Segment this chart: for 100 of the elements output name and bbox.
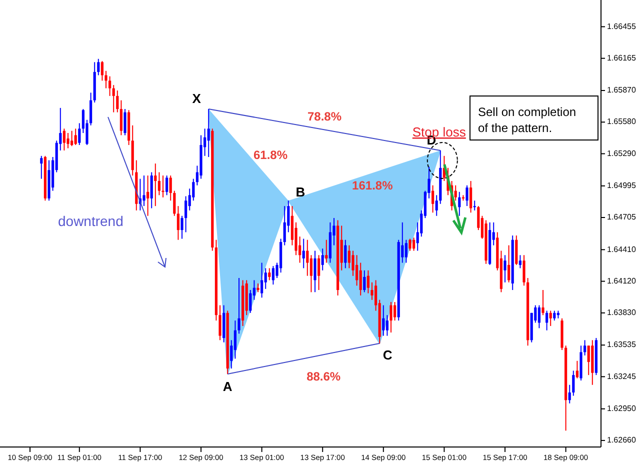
candlestick	[283, 206, 286, 246]
candlestick	[62, 128, 66, 151]
candlestick	[158, 172, 160, 196]
candlestick	[104, 70, 108, 89]
candlestick	[363, 270, 366, 293]
candlestick	[458, 191, 461, 216]
candlestick	[260, 262, 264, 298]
candlestick	[546, 310, 548, 331]
y-tick-label: 1.65290	[607, 148, 636, 158]
candlestick	[344, 239, 347, 269]
candlestick	[166, 175, 168, 196]
annotation: 161.8%	[352, 178, 394, 193]
candlestick	[218, 304, 222, 341]
candlestick	[180, 215, 184, 240]
candlestick	[542, 290, 544, 316]
candlestick	[553, 310, 556, 322]
candlestick	[318, 254, 320, 291]
y-tick-label: 1.64995	[607, 180, 636, 190]
candlestick	[408, 238, 412, 252]
candlestick	[124, 108, 126, 136]
y-tick-label: 1.65870	[607, 86, 636, 95]
annotation: 78.8%	[307, 110, 342, 124]
candlestick	[66, 132, 70, 149]
candlestick	[238, 278, 240, 334]
candlestick	[549, 310, 552, 326]
candlestick	[173, 190, 176, 216]
candlestick	[348, 244, 350, 269]
candlestick	[272, 266, 274, 286]
annotation: C	[382, 347, 393, 362]
candlestick	[394, 302, 396, 322]
candlestick	[150, 172, 153, 209]
y-tick-label: 1.66455	[607, 22, 636, 31]
annotation: A	[222, 378, 233, 394]
candlestick	[314, 250, 316, 293]
candlestick	[470, 180, 472, 214]
y-tick-label: 1.64120	[607, 276, 636, 286]
candlestick	[302, 238, 305, 269]
candlestick	[264, 268, 267, 290]
y-tick-label: 1.63535	[607, 340, 636, 350]
candlestick	[310, 254, 312, 293]
candlestick	[207, 108, 210, 158]
y-tick-label: 1.62660	[607, 436, 636, 445]
annotation: 88.6%	[306, 370, 341, 384]
candlestick	[518, 254, 522, 269]
candlestick	[97, 58, 100, 76]
candlestick	[584, 340, 586, 356]
candlestick	[74, 128, 77, 146]
candlestick	[154, 163, 157, 207]
candlestick	[522, 254, 526, 286]
candlestick	[504, 254, 506, 283]
y-tick-label: 1.62950	[607, 404, 636, 413]
y-tick-label: 1.63830	[607, 308, 636, 318]
candlestick	[576, 360, 578, 379]
y-tick-label: 1.66165	[607, 53, 636, 62]
candlestick	[366, 270, 370, 294]
candlestick	[176, 206, 180, 240]
candlestick	[386, 314, 388, 336]
annotation: downtrend	[58, 213, 124, 229]
candlestick	[435, 194, 438, 216]
candlestick	[108, 76, 112, 96]
candlestick	[162, 175, 164, 198]
candlestick	[90, 92, 92, 126]
candlestick	[234, 320, 236, 360]
candlestick	[169, 175, 172, 202]
candlestick	[184, 196, 188, 233]
candlestick	[249, 290, 252, 314]
candlestick	[572, 370, 575, 396]
candlestick	[100, 60, 104, 82]
candlestick	[538, 304, 540, 329]
candlestick	[146, 175, 150, 216]
candlestick	[432, 184, 434, 214]
candlestick	[356, 254, 358, 286]
annotation: B	[296, 184, 306, 200]
candlestick	[112, 84, 115, 113]
candlestick	[306, 239, 309, 276]
annotation: 61.8%	[253, 148, 288, 162]
candlestick	[568, 384, 571, 404]
candlestick	[116, 90, 119, 113]
annotation: X	[192, 91, 202, 106]
candlestick	[268, 268, 271, 281]
candlestick	[466, 184, 468, 207]
candlestick	[587, 345, 590, 376]
candlestick	[359, 262, 362, 296]
y-tick-label: 1.64410	[607, 244, 636, 254]
candlestick	[352, 250, 354, 276]
candlestick	[412, 237, 416, 252]
candlestick	[70, 130, 74, 147]
annotation: Sell on completion of the pattern.	[478, 105, 576, 135]
candlestick	[40, 155, 43, 180]
candlestick	[515, 234, 518, 266]
candlestick	[325, 239, 328, 264]
candlestick	[508, 244, 510, 283]
y-tick-label: 1.63245	[607, 372, 636, 381]
y-tick-label: 1.65580	[607, 117, 636, 126]
y-tick-label: 1.64705	[607, 212, 636, 222]
candlestick	[142, 175, 146, 207]
candlestick	[473, 200, 476, 211]
candlestick	[382, 304, 385, 336]
candlestick	[120, 100, 122, 136]
candlestick	[321, 248, 324, 271]
